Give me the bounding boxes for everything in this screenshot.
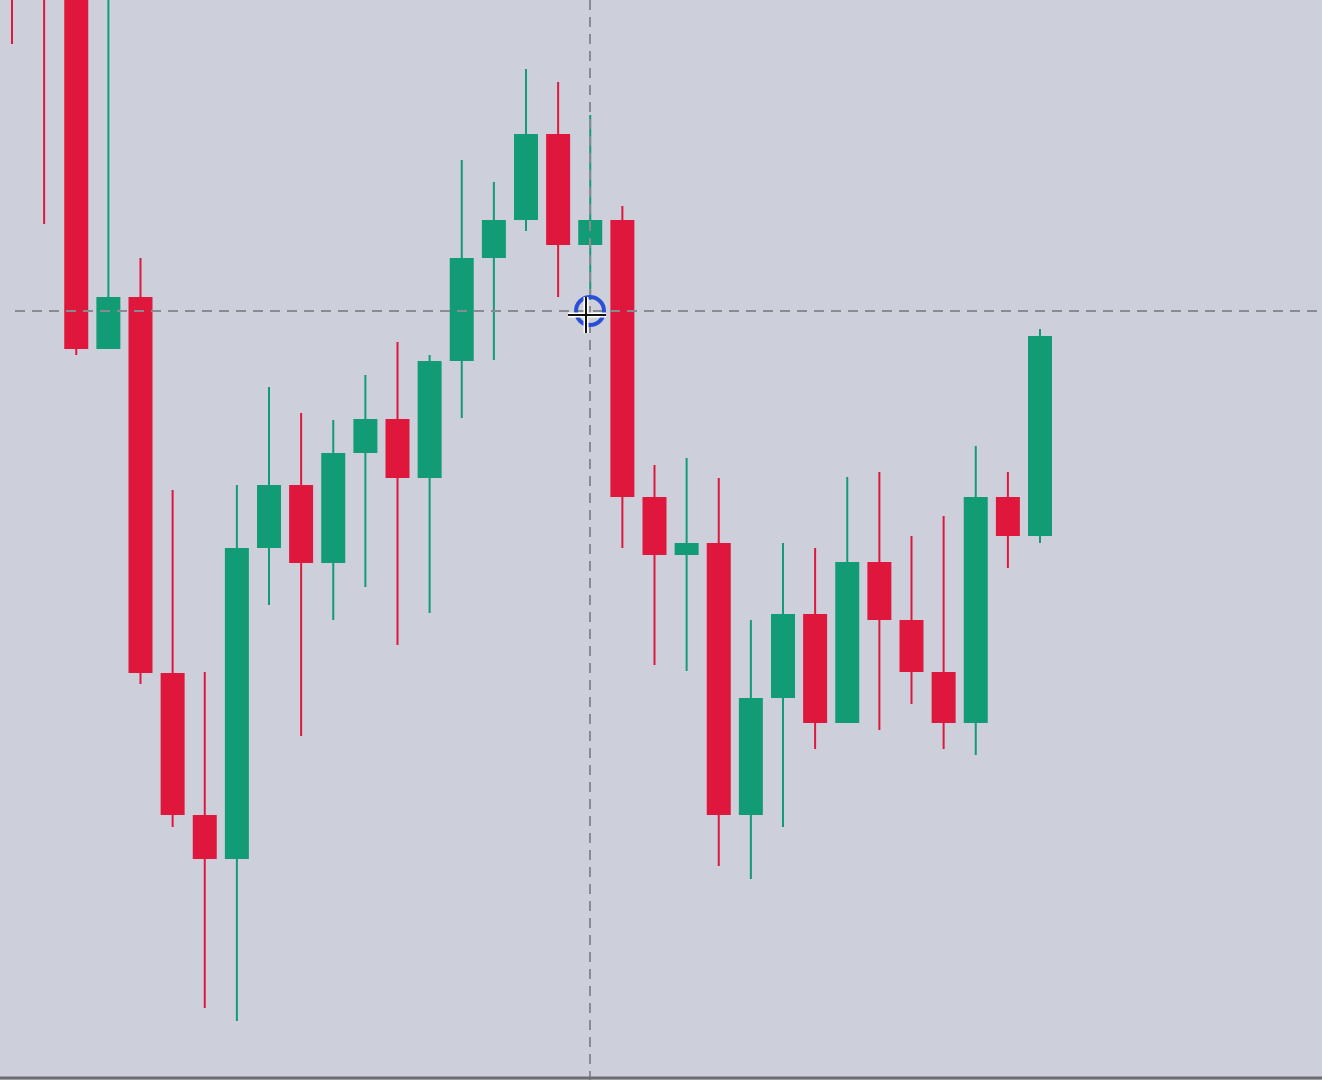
candle-body <box>899 620 924 672</box>
candle-body <box>224 548 249 859</box>
candle-body <box>385 419 410 478</box>
candle-body <box>514 134 538 220</box>
candle-body <box>706 543 731 815</box>
candle-body <box>417 361 442 478</box>
candle-body <box>192 815 217 859</box>
cursor-ring <box>574 295 606 327</box>
candle-body <box>449 258 474 361</box>
candle-body <box>321 453 346 563</box>
candle-body <box>642 497 667 555</box>
candle-body <box>96 297 121 349</box>
candle-body <box>867 562 892 620</box>
candles <box>11 0 1052 1021</box>
candle-body <box>289 485 314 563</box>
candle-body <box>803 614 828 723</box>
candle-body <box>674 543 699 555</box>
candle-body <box>160 673 185 815</box>
candle-body <box>963 497 988 723</box>
candle-body <box>353 419 378 453</box>
candle-body <box>546 134 571 245</box>
candle-body <box>610 220 635 497</box>
candle-body <box>481 220 506 258</box>
candle-body <box>128 297 153 673</box>
candle-body <box>257 485 281 548</box>
candle-body <box>771 614 795 698</box>
candle-body <box>64 0 89 349</box>
candle-body <box>1028 336 1052 536</box>
candle-body <box>738 698 763 815</box>
cursor <box>568 295 606 333</box>
candle-body <box>835 562 860 723</box>
candle-body <box>931 672 956 723</box>
candle-body <box>995 497 1020 536</box>
